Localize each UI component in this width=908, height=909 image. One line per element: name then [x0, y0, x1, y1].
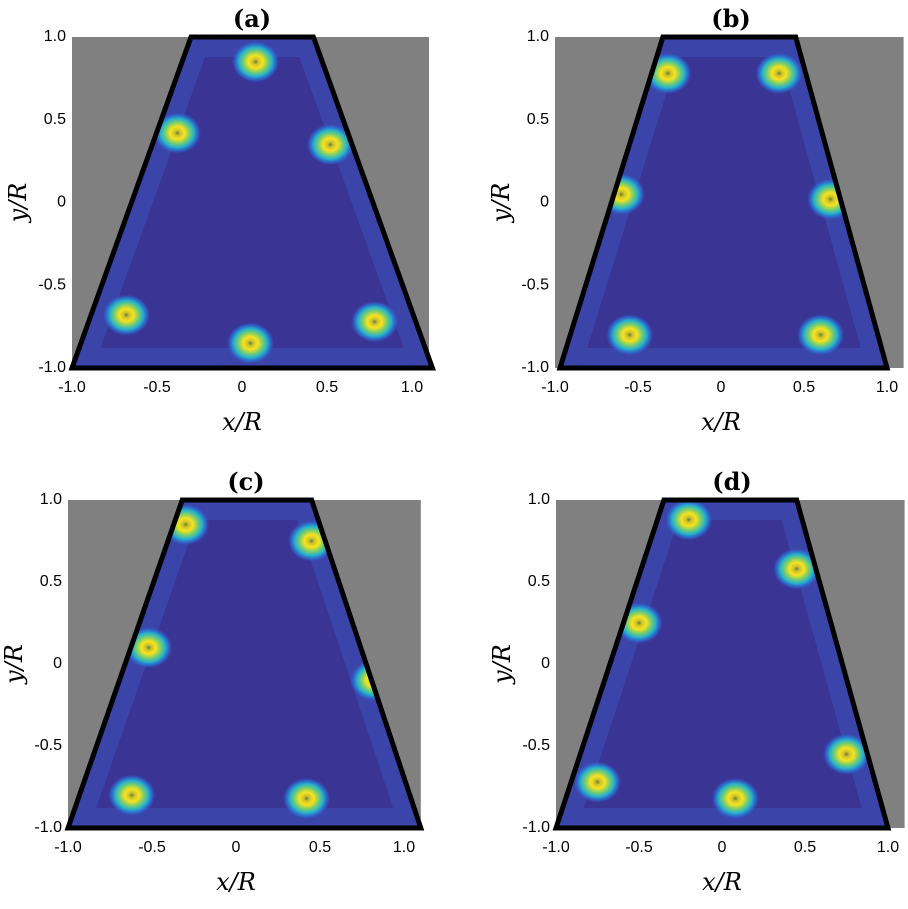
x-tick-label: 0 — [717, 379, 726, 396]
y-tick-label: -1.0 — [521, 359, 549, 376]
x-tick-label: -0.5 — [625, 839, 653, 856]
vortex — [755, 52, 804, 95]
y-tick-label: 1.0 — [44, 28, 66, 45]
vortex — [226, 322, 275, 365]
panel-title: (c) — [227, 467, 264, 496]
x-tick-label: 0 — [238, 379, 247, 396]
x-tick-label: 1.0 — [876, 379, 898, 396]
x-tick-label: -1.0 — [54, 839, 82, 856]
panel-title: (d) — [712, 467, 752, 496]
x-tick-label: 1.0 — [393, 839, 415, 856]
x-tick-label: -1.0 — [541, 379, 569, 396]
x-tick-label: -0.5 — [143, 379, 171, 396]
domain-border — [552, 497, 892, 831]
y-tick-label: 1.0 — [528, 491, 550, 508]
panel-title: (a) — [233, 4, 271, 33]
x-tick-label: 1.0 — [401, 379, 423, 396]
x-tick-label: -1.0 — [542, 839, 570, 856]
vortex — [282, 777, 331, 820]
y-axis-label: y/R — [487, 183, 515, 224]
y-tick-label: -1.0 — [34, 819, 62, 836]
y-tick-label: 0 — [540, 194, 549, 211]
y-tick-label: -1.0 — [522, 819, 550, 836]
vortex — [231, 40, 280, 83]
y-tick-label: 0.5 — [44, 111, 66, 128]
y-tick-label: -0.5 — [38, 276, 66, 293]
y-tick-label: -0.5 — [521, 276, 549, 293]
y-tick-label: 0 — [541, 655, 550, 672]
x-axis-label: x/R — [702, 868, 742, 896]
x-tick-label: -1.0 — [58, 379, 86, 396]
x-tick-label: 0.5 — [316, 379, 338, 396]
vortex — [664, 500, 713, 541]
vortex — [796, 313, 845, 356]
panel: -1.0 -0.5 0 0.5 1.0 1.0 0.5 0 -0.5 -1.0 x/R y/R (a) — [4, 4, 436, 436]
y-axis-label: y/R — [0, 644, 28, 685]
x-tick-label: 1.0 — [877, 839, 899, 856]
x-tick-label: 0 — [718, 839, 727, 856]
vortex — [772, 547, 821, 590]
domain-border — [64, 497, 425, 831]
y-tick-label: 1.0 — [40, 491, 62, 508]
domain-border — [556, 34, 891, 371]
y-axis-label: y/R — [4, 183, 32, 224]
panel-title: (b) — [711, 4, 751, 33]
y-tick-label: 0.5 — [527, 111, 549, 128]
y-tick-label: -0.5 — [34, 737, 62, 754]
domain — [559, 37, 887, 368]
y-tick-label: -1.0 — [38, 359, 66, 376]
panel: -1.0 -0.5 0 0.5 1.0 1.0 0.5 0 -0.5 -1.0 x/R y/R (b) — [487, 4, 904, 436]
y-tick-label: 0.5 — [528, 573, 550, 590]
x-tick-label: 0 — [232, 839, 241, 856]
vortex — [306, 123, 355, 166]
x-tick-label: 0.5 — [309, 839, 331, 856]
x-axis-label: x/R — [701, 408, 741, 436]
y-tick-label: 1.0 — [527, 28, 549, 45]
vortex — [573, 761, 622, 804]
x-tick-label: -0.5 — [138, 839, 166, 856]
y-tick-label: -0.5 — [522, 737, 550, 754]
x-axis-label: x/R — [222, 408, 262, 436]
panel: -1.0 -0.5 0 0.5 1.0 1.0 0.5 0 -0.5 -1.0 x/R y/R (c) — [0, 467, 425, 896]
vortex — [822, 733, 871, 776]
x-tick-label: 0.5 — [794, 839, 816, 856]
x-axis-label: x/R — [216, 868, 256, 896]
x-tick-label: 0.5 — [793, 379, 815, 396]
vortex — [605, 313, 654, 356]
y-tick-label: 0.5 — [40, 573, 62, 590]
vortex — [107, 774, 156, 817]
vortex — [711, 777, 760, 820]
vortex — [350, 300, 399, 343]
y-tick-label: 0 — [57, 194, 66, 211]
vortex — [153, 111, 202, 154]
x-tick-label: -0.5 — [624, 379, 652, 396]
panel: -1.0 -0.5 0 0.5 1.0 1.0 0.5 0 -0.5 -1.0 x/R y/R (d) — [488, 467, 905, 896]
vortex — [102, 294, 151, 337]
domain-border — [68, 34, 436, 371]
y-tick-label: 0 — [53, 655, 62, 672]
y-axis-label: y/R — [488, 644, 516, 685]
